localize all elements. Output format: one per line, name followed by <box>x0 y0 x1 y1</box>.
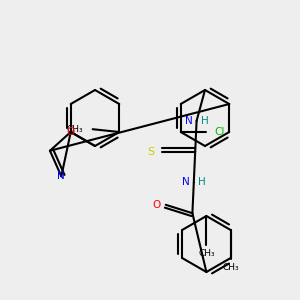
Text: S: S <box>148 147 154 157</box>
Text: CH₃: CH₃ <box>198 249 215 258</box>
Text: Cl: Cl <box>214 127 224 137</box>
Text: N: N <box>182 177 190 188</box>
Text: O: O <box>152 200 161 210</box>
Text: N: N <box>185 116 193 126</box>
Text: N: N <box>58 171 65 181</box>
Text: H: H <box>201 116 208 126</box>
Text: CH₃: CH₃ <box>222 263 239 272</box>
Text: H: H <box>198 177 206 188</box>
Text: CH₃: CH₃ <box>66 125 82 134</box>
Text: O: O <box>67 127 75 137</box>
